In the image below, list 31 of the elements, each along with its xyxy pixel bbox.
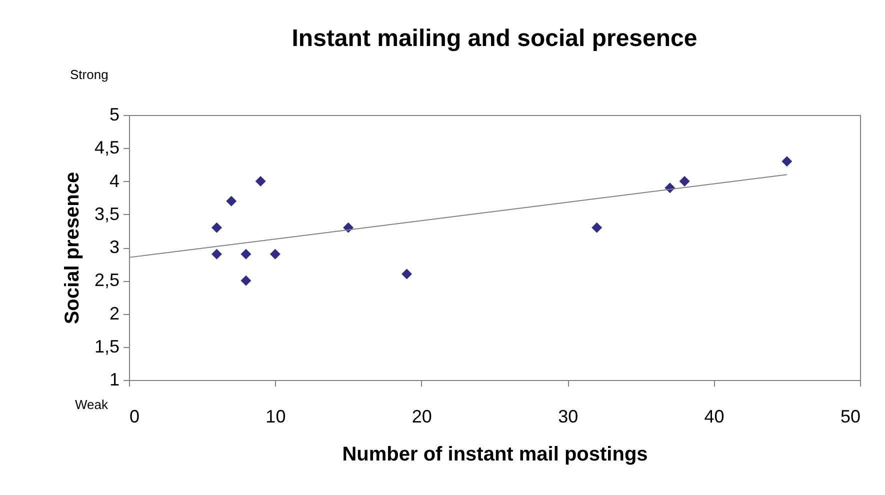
point xyxy=(270,248,280,260)
x-tick-label: 50 xyxy=(840,406,860,426)
y-tick-label: 4,5 xyxy=(94,138,120,158)
y-tick-label: 1,5 xyxy=(94,336,120,356)
chart-title: Instant mailing and social presence xyxy=(292,25,698,52)
y-tick-label: 3 xyxy=(109,237,120,257)
y-axis-title: Social presence xyxy=(61,172,84,324)
point xyxy=(679,176,690,186)
y-tick-label: 3,5 xyxy=(94,204,120,224)
point xyxy=(240,248,252,260)
y-tick-label: 4 xyxy=(109,170,120,191)
y-tick-label: 2,5 xyxy=(94,270,120,290)
point xyxy=(211,248,222,260)
text: Strong xyxy=(70,67,108,82)
x-tick-label: 30 xyxy=(558,406,578,426)
y-tick-label: 2 xyxy=(109,303,120,324)
point xyxy=(402,268,412,280)
x-axis-title: Number of instant mail postings xyxy=(342,444,648,466)
x-tick-label: 0 xyxy=(130,406,140,426)
x-tick-label: 10 xyxy=(266,406,286,426)
x-tick-label: 20 xyxy=(412,406,432,426)
y-tick-label: 5 xyxy=(109,104,120,124)
point xyxy=(226,196,237,206)
point xyxy=(592,222,602,233)
y-tick-label: 1 xyxy=(109,370,120,390)
text: Weak xyxy=(75,397,108,412)
point xyxy=(211,222,222,233)
x-tick-label: 40 xyxy=(704,406,724,426)
point xyxy=(240,275,252,286)
point xyxy=(255,176,266,186)
point xyxy=(782,156,792,167)
